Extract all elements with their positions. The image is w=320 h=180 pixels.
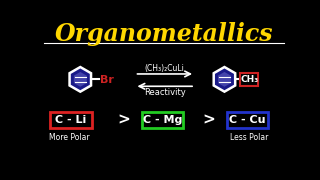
Polygon shape (214, 67, 235, 92)
FancyBboxPatch shape (240, 73, 258, 86)
FancyBboxPatch shape (51, 112, 92, 128)
FancyBboxPatch shape (227, 112, 268, 128)
Polygon shape (69, 67, 91, 92)
FancyBboxPatch shape (142, 112, 183, 128)
Text: C - Mg: C - Mg (143, 115, 182, 125)
Polygon shape (74, 72, 87, 87)
Text: Br: Br (100, 75, 114, 85)
Text: >: > (117, 113, 130, 128)
Text: CH₃: CH₃ (240, 75, 258, 84)
Text: More Polar: More Polar (49, 133, 90, 142)
Text: Reactivity: Reactivity (144, 88, 186, 97)
Polygon shape (218, 72, 231, 87)
Text: Less Polar: Less Polar (230, 133, 268, 142)
Text: Organometallics: Organometallics (55, 22, 273, 46)
Text: C - Cu: C - Cu (229, 115, 266, 125)
Text: >: > (203, 113, 215, 128)
Text: C - Li: C - Li (55, 115, 87, 125)
Text: (CH₃)₂CuLi: (CH₃)₂CuLi (145, 64, 185, 73)
